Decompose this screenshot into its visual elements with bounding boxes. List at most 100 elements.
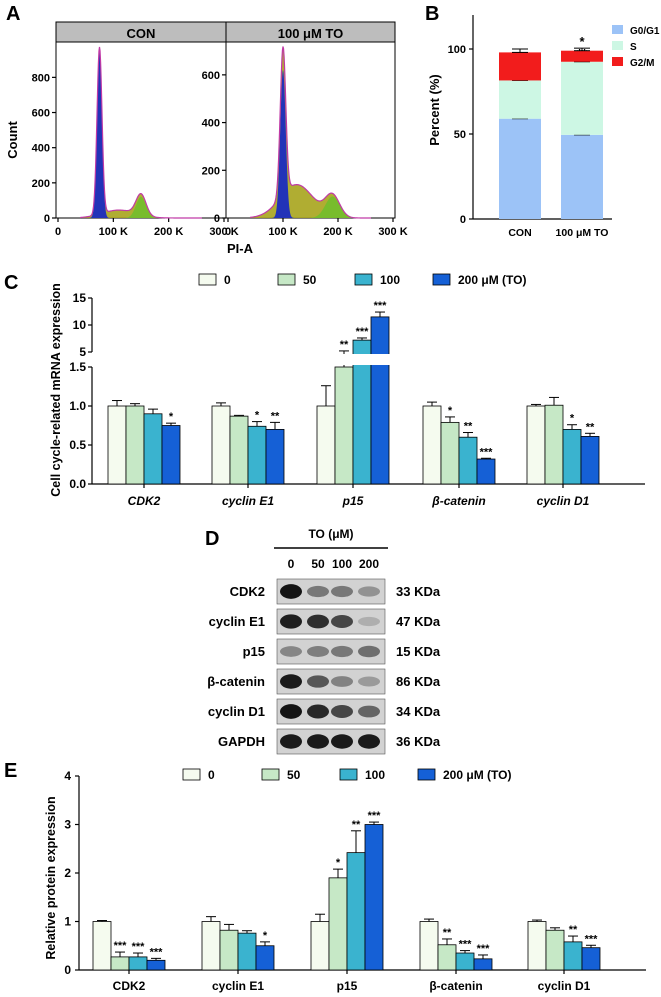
blot-band	[358, 705, 380, 718]
blot-header: TO (μM)	[308, 527, 353, 541]
y-tick-label: 1	[64, 915, 71, 929]
legend-swatch	[277, 273, 296, 286]
y-tick-label: 200	[32, 178, 50, 190]
blot-band	[280, 674, 302, 689]
legend-swatch	[182, 768, 201, 781]
bar	[237, 932, 257, 971]
y-tick-label: 10	[73, 318, 87, 332]
panel-label-c: C	[4, 272, 18, 294]
x-tick-label: p15	[342, 494, 364, 508]
significance-mark: ***	[374, 300, 388, 312]
x-tick-label: cyclin D1	[537, 494, 590, 508]
blot-band	[280, 614, 302, 629]
significance-mark: **	[569, 924, 578, 936]
significance-mark: *	[570, 413, 575, 425]
blot-band	[358, 645, 380, 658]
bar	[161, 425, 181, 485]
western-blot: TO (μM) 0 50 100 200 CDK2 33 KDa cyclin E1 47 KD…	[207, 527, 441, 755]
y-tick-label: 0.5	[69, 438, 86, 452]
bar	[580, 436, 600, 485]
y-tick-label: 0	[64, 963, 71, 977]
significance-mark: ***	[585, 933, 599, 945]
mrna-expression-bar-chart: 0 50 100 200 μM (TO) 0.0 0.5 1.0 1.55 10 15 Cell c…	[49, 273, 647, 508]
bar-segment	[499, 52, 541, 81]
x-tick-label: 100 K	[268, 226, 297, 238]
facet-title: CON	[127, 26, 156, 41]
significance-mark: *	[336, 857, 341, 869]
bar	[146, 959, 166, 971]
bar	[419, 921, 439, 971]
protein-label: β-catenin	[207, 674, 265, 689]
y-tick-label: 0	[44, 213, 50, 225]
protein-label: cyclin D1	[208, 704, 265, 719]
molecular-weight-label: 34 KDa	[396, 704, 441, 719]
y-tick-label: 400	[202, 118, 220, 130]
legend-label: 0	[208, 768, 215, 782]
significance-mark: ***	[132, 941, 146, 953]
y-tick-label: 5	[79, 345, 86, 359]
legend-label: 200 μM (TO)	[458, 273, 526, 287]
blot-band	[280, 646, 302, 657]
y-tick-label: 2	[64, 866, 71, 880]
x-tick-label: 300 K	[209, 226, 238, 238]
legend-swatch	[612, 41, 623, 50]
legend-label: S	[630, 42, 637, 53]
histogram-g1-peak	[89, 51, 110, 218]
bar	[219, 929, 239, 971]
legend-swatch	[198, 273, 217, 286]
x-tick-label: cyclin D1	[538, 979, 591, 993]
bar	[437, 944, 457, 971]
x-tick-label: 300 K	[378, 226, 407, 238]
significance-mark: ***	[356, 326, 370, 338]
significance-mark: *	[263, 930, 268, 942]
bar	[229, 415, 249, 485]
protein-label: GAPDH	[218, 734, 265, 749]
facet-title: 100 μM TO	[278, 26, 344, 41]
bar	[247, 425, 267, 485]
bar	[107, 405, 127, 485]
legend-label: 100	[380, 273, 400, 287]
significance-mark: ***	[459, 939, 473, 951]
blot-band	[280, 734, 302, 749]
bar	[92, 921, 112, 971]
x-tick-label: 0	[225, 226, 231, 238]
significance-mark: ***	[150, 946, 164, 958]
blot-band	[358, 734, 380, 749]
significance-mark: **	[352, 819, 361, 831]
blot-band	[331, 585, 353, 598]
y-tick-label: 1.5	[69, 360, 86, 374]
x-axis-title: PI-A	[227, 241, 254, 256]
significance-mark: **	[464, 421, 473, 433]
y-tick-label: 400	[32, 143, 50, 155]
x-tick-label: 200 K	[154, 226, 183, 238]
panel-label-e: E	[4, 760, 17, 782]
legend-swatch	[354, 273, 373, 286]
blot-band	[307, 675, 329, 688]
legend-label: 0	[224, 273, 231, 287]
blot-band	[331, 705, 353, 718]
bar	[334, 366, 354, 485]
bar	[201, 921, 221, 971]
significance-mark: **	[340, 339, 349, 351]
blot-band	[307, 704, 329, 719]
blot-band	[307, 734, 329, 749]
bar-segment	[561, 134, 603, 219]
y-tick-label: 200	[202, 165, 220, 177]
y-tick-label: 600	[202, 70, 220, 82]
significance-mark: *	[255, 410, 260, 422]
bar	[125, 405, 145, 485]
y-tick-label: 800	[32, 72, 50, 84]
protein-label: p15	[243, 644, 265, 659]
y-axis-title: Relative protein expression	[44, 796, 58, 959]
significance-mark: **	[443, 927, 452, 939]
legend-label: 100	[365, 768, 385, 782]
blot-band	[358, 616, 380, 627]
y-axis-title: Percent (%)	[427, 74, 442, 146]
significance-mark: *	[448, 405, 453, 417]
protein-label: CDK2	[230, 584, 265, 599]
lane-label: 50	[311, 557, 325, 571]
bar	[310, 921, 330, 971]
protein-expression-bar-chart: 0 50 100 200 μM (TO) 0 1 2 3 4 Relative protein e…	[44, 768, 646, 993]
